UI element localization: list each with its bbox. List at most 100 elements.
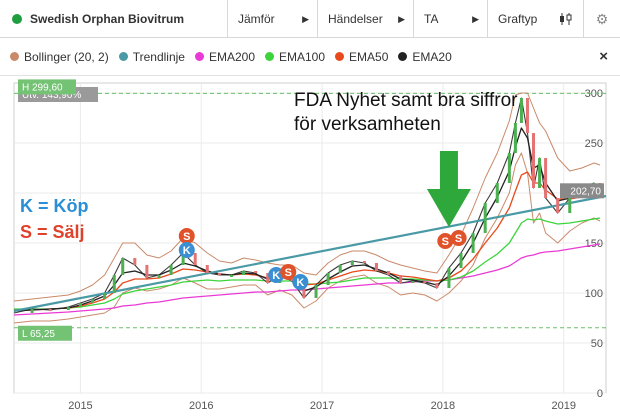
price-candle [399,275,403,283]
legend-item-ema50[interactable]: EMA50 [335,50,388,64]
price-candle [254,271,258,273]
ema20-line [13,127,601,312]
price-candle [326,273,330,285]
caret-right-icon: ▶ [472,13,479,24]
low-label: L 65,25 [22,329,55,340]
events-menu[interactable]: Händelser ▶ [317,0,413,38]
legend-item-trend[interactable]: Trendlinje [118,49,185,64]
buy-signal-marker[interactable] [268,267,285,283]
sell-signal-marker[interactable] [280,264,297,280]
annotation-title-line2: för verksamheten [294,114,441,135]
sell-signal-marker[interactable] [437,233,454,249]
price-candle [121,258,125,275]
y-tick-label: 250 [585,138,603,150]
price-candle [459,253,463,268]
bollinger-upper-line [13,92,601,302]
charttype-menu[interactable]: Graftyp [487,0,583,38]
signal-label: S [285,267,292,279]
price-candle [229,275,233,277]
price-candle [387,271,391,275]
buy-key-label: K = Köp [20,196,89,216]
price-candle [30,309,34,313]
legend-label-ema20: EMA20 [412,49,452,64]
signal-label: S [455,233,462,245]
legend-dot-trend [118,52,128,61]
price-line [13,97,601,314]
chart-toolbar: Swedish Orphan Biovitrum Jämför ▶ Händel… [0,0,620,38]
signal-label: S [442,236,449,248]
events-label: Händelser [328,12,383,26]
legend-dot-bollinger [10,52,19,61]
instrument-name: Swedish Orphan Biovitrum [30,12,185,26]
price-candle [495,183,499,203]
price-candle [532,133,536,188]
ema100-line [14,217,601,310]
y-tick-label: 100 [585,288,603,300]
buy-signal-marker[interactable] [292,274,309,290]
y-tick-label: 50 [591,338,603,350]
sell-key-label: S = Sälj [20,222,85,242]
price-candle [538,158,542,188]
legend-item-ema100[interactable]: EMA100 [265,50,325,64]
price-candle [362,261,366,263]
x-tick-label: 2016 [189,400,213,412]
x-tick-label: 2019 [551,400,575,412]
compare-menu[interactable]: Jämför ▶ [227,0,317,38]
ema50-line [14,171,600,311]
sell-signal-marker[interactable] [178,228,195,244]
legend-label-ema50: EMA50 [349,49,389,64]
price-candle [423,281,427,283]
price-candle [314,285,318,298]
price-candle [157,275,161,278]
price-candle [525,98,529,133]
legend-dot-ema200 [194,52,204,61]
performance-label: Utv. 143,90% [22,90,81,101]
signal-label: K [183,245,191,257]
price-candle [48,309,52,311]
price-candle [169,265,173,275]
x-tick-label: 2018 [431,400,455,412]
x-tick-label: 2015 [68,400,92,412]
high-label-bg [18,79,76,95]
price-candle [193,253,197,265]
ta-label: TA [424,12,439,26]
price-candle [544,158,548,198]
price-candle [513,123,517,153]
price-candle [103,293,107,299]
plot-area [13,82,607,394]
last-price-label: 202,70 [570,186,601,197]
price-candle [471,233,475,253]
legend-item-bollinger[interactable]: Bollinger (20, 2) [10,50,109,64]
legend-dot-ema20 [398,52,408,61]
low-label-bg [18,325,72,341]
buy-signal-marker[interactable] [178,242,195,258]
ta-menu[interactable]: TA ▶ [413,0,487,38]
signal-label: K [272,270,280,282]
high-label: H 299,60 [22,82,63,93]
price-candle [217,273,221,275]
charttype-label: Graftyp [498,12,538,26]
ema200-line [13,243,601,316]
caret-right-icon: ▶ [398,13,405,24]
candlestick-icon [560,13,572,25]
legend-label-trend: Trendlinje [132,49,185,64]
price-candle [302,281,306,298]
price-candle [242,271,246,275]
close-icon[interactable]: × [599,48,608,65]
price-chart[interactable]: 20152016201720182019050100150200250300SK… [0,77,620,417]
settings-button[interactable]: ⚙ [583,0,620,38]
sell-signal-marker[interactable] [450,230,467,246]
caret-right-icon: ▶ [302,13,309,24]
price-candle [350,261,354,265]
legend-item-ema200[interactable]: EMA200 [194,50,255,64]
legend-dot-ema50 [335,52,345,61]
price-candle [374,263,378,271]
market-status-dot [12,14,22,24]
legend-item-ema20[interactable]: EMA20 [398,49,452,64]
price-candle [556,198,560,213]
price-candle [483,203,487,233]
price-candle [266,273,270,283]
price-candle [112,275,116,293]
instrument-selector[interactable]: Swedish Orphan Biovitrum [0,0,227,38]
price-candle [507,153,511,183]
